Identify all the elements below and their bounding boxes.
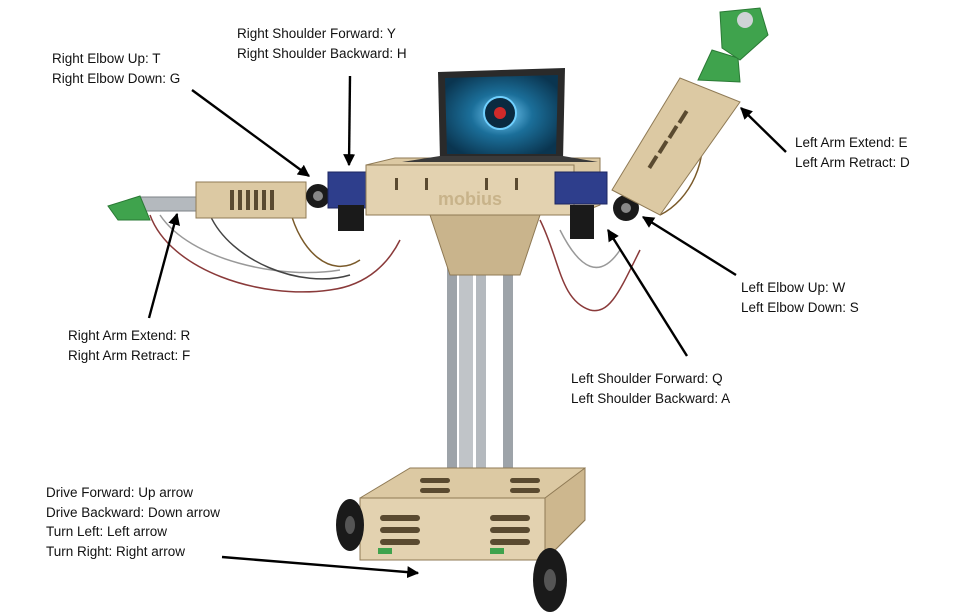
robot-torso: mobius <box>365 157 608 239</box>
callout-arrows <box>147 75 787 579</box>
label-right-shoulder-forward: Right Shoulder Forward: Y <box>237 26 396 41</box>
label-left-arm-extend: Left Arm Extend: E <box>795 135 908 150</box>
label-left-shoulder: Left Shoulder Forward: Q Left Shoulder B… <box>571 369 730 408</box>
label-right-arm-extend: Right Arm Extend: R <box>68 328 191 343</box>
arrow-right-elbow <box>191 89 310 177</box>
arrow-right-shoulder <box>343 75 356 167</box>
label-left-arm-retract: Left Arm Retract: D <box>795 154 910 170</box>
robot-right-arm <box>107 171 369 231</box>
label-right-arm-retract: Right Arm Retract: F <box>68 347 191 363</box>
label-drive-backward: Drive Backward: Down arrow <box>46 504 221 520</box>
label-drive-forward: Drive Forward: Up arrow <box>46 485 194 500</box>
robot-left-arm <box>611 7 769 221</box>
label-right-elbow-up: Right Elbow Up: T <box>52 51 161 66</box>
label-turn-left: Turn Left: Left arrow <box>46 524 168 539</box>
label-left-shoulder-forward: Left Shoulder Forward: Q <box>571 371 723 386</box>
robot: mobius <box>107 7 769 612</box>
label-drive: Drive Forward: Up arrow Drive Backward: … <box>46 483 220 561</box>
arrow-right-arm <box>147 212 180 319</box>
label-left-elbow: Left Elbow Up: W Left Elbow Down: S <box>741 278 859 317</box>
robot-base <box>359 467 586 562</box>
label-right-shoulder-backward: Right Shoulder Backward: H <box>237 45 407 61</box>
label-left-shoulder-backward: Left Shoulder Backward: A <box>571 390 731 406</box>
label-right-shoulder: Right Shoulder Forward: Y Right Shoulder… <box>237 24 407 63</box>
label-left-elbow-down: Left Elbow Down: S <box>741 299 859 315</box>
label-left-arm: Left Arm Extend: E Left Arm Retract: D <box>795 133 910 172</box>
label-right-arm: Right Arm Extend: R Right Arm Retract: F <box>68 326 190 365</box>
label-left-elbow-up: Left Elbow Up: W <box>741 280 846 295</box>
label-right-elbow: Right Elbow Up: T Right Elbow Down: G <box>52 49 180 88</box>
arrow-left-shoulder <box>606 228 689 357</box>
arrow-drive <box>221 555 420 579</box>
robot-laptop <box>402 68 598 162</box>
label-right-elbow-down: Right Elbow Down: G <box>52 70 181 86</box>
torso-brand-text: mobius <box>438 189 502 209</box>
robot-wheels <box>336 499 567 612</box>
robot-pole <box>429 214 541 490</box>
arrow-left-arm <box>740 107 787 153</box>
arrow-left-elbow <box>641 215 737 277</box>
label-turn-right: Turn Right: Right arrow <box>46 543 186 559</box>
